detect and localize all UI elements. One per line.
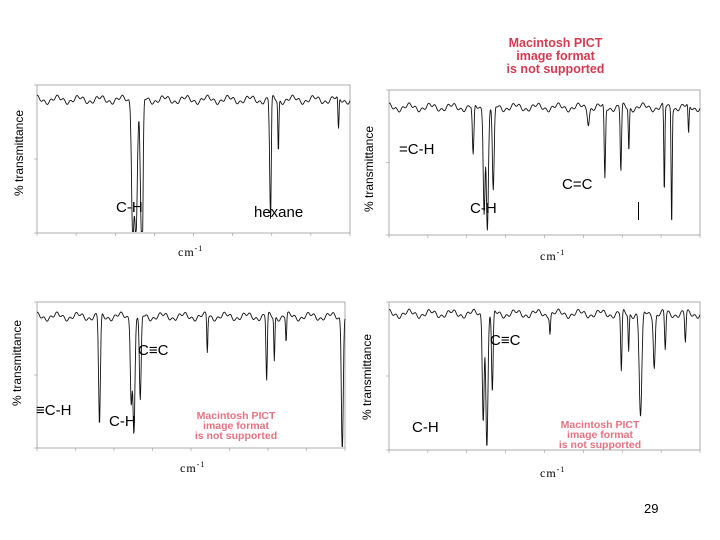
annotation-hexane: hexane (254, 204, 304, 221)
spectrum-plot-1 (34, 84, 351, 236)
annotation-ch-4: C-H (412, 419, 439, 436)
annotation-cc-triple-2: C≡C (490, 332, 521, 349)
annotation-ch-1: C-H (116, 199, 143, 216)
annotation-cc-triple-1: C≡C (138, 342, 169, 359)
annotation-terminal-ch: ≡C-H (36, 402, 72, 419)
pict-faint-1-line-3: is not supported (194, 430, 278, 442)
pict-notice-line-3: is not supported (506, 62, 605, 76)
page-number: 29 (644, 501, 659, 516)
pict-faint-2-line-1: Macintosh PICT (560, 419, 640, 431)
pict-notice-line-2: image format (516, 49, 595, 63)
pict-faint-2-line-3: is not supported (558, 439, 642, 451)
cc-double-marker-line (638, 202, 639, 220)
spectrum-trace (36, 311, 346, 447)
pict-unsupported-notice-faint-2: Macintosh PICT image format is not suppo… (530, 419, 670, 451)
x-axis-unit-4: cm-1 (540, 465, 566, 480)
y-axis-label-4: % transmittance (360, 333, 374, 420)
x-axis-unit-2: cm-1 (540, 248, 566, 263)
annotation-vinyl-ch: =C-H (399, 141, 435, 158)
x-axis-unit-3: cm-1 (180, 460, 206, 475)
annotation-cc-double: C=C (562, 176, 593, 193)
pict-unsupported-notice-faint-1: Macintosh PICT image format is not suppo… (166, 410, 306, 442)
pict-faint-1-line-1: Macintosh PICT (196, 410, 276, 422)
spectrum-trace (36, 94, 351, 232)
pict-faint-2-line-2: image format (567, 429, 633, 441)
ir-spectrum-terminal-alkyne: % transmittance cm-1 C≡C ≡C-H C-H Macint… (10, 301, 346, 475)
annotation-ch-3: C-H (109, 413, 136, 430)
ir-spectrum-alkene: % transmittance cm-1 =C-H C=C C-H (362, 89, 701, 263)
annotation-ch-2: C-H (470, 200, 497, 217)
ir-spectrum-hexane: % transmittance cm-1 C-H hexane (0, 0, 360, 270)
spectrum-trace (388, 102, 701, 231)
pict-faint-1-line-2: image format (203, 420, 269, 432)
pict-notice-line-1: Macintosh PICT (508, 36, 603, 50)
spectrum-trace (388, 308, 701, 446)
pict-unsupported-notice: Macintosh PICT image format is not suppo… (478, 37, 633, 76)
spectrum-plot-3 (34, 301, 346, 451)
spectrum-plot-2 (386, 89, 701, 238)
x-axis-unit-1: cm-1 (178, 244, 204, 259)
